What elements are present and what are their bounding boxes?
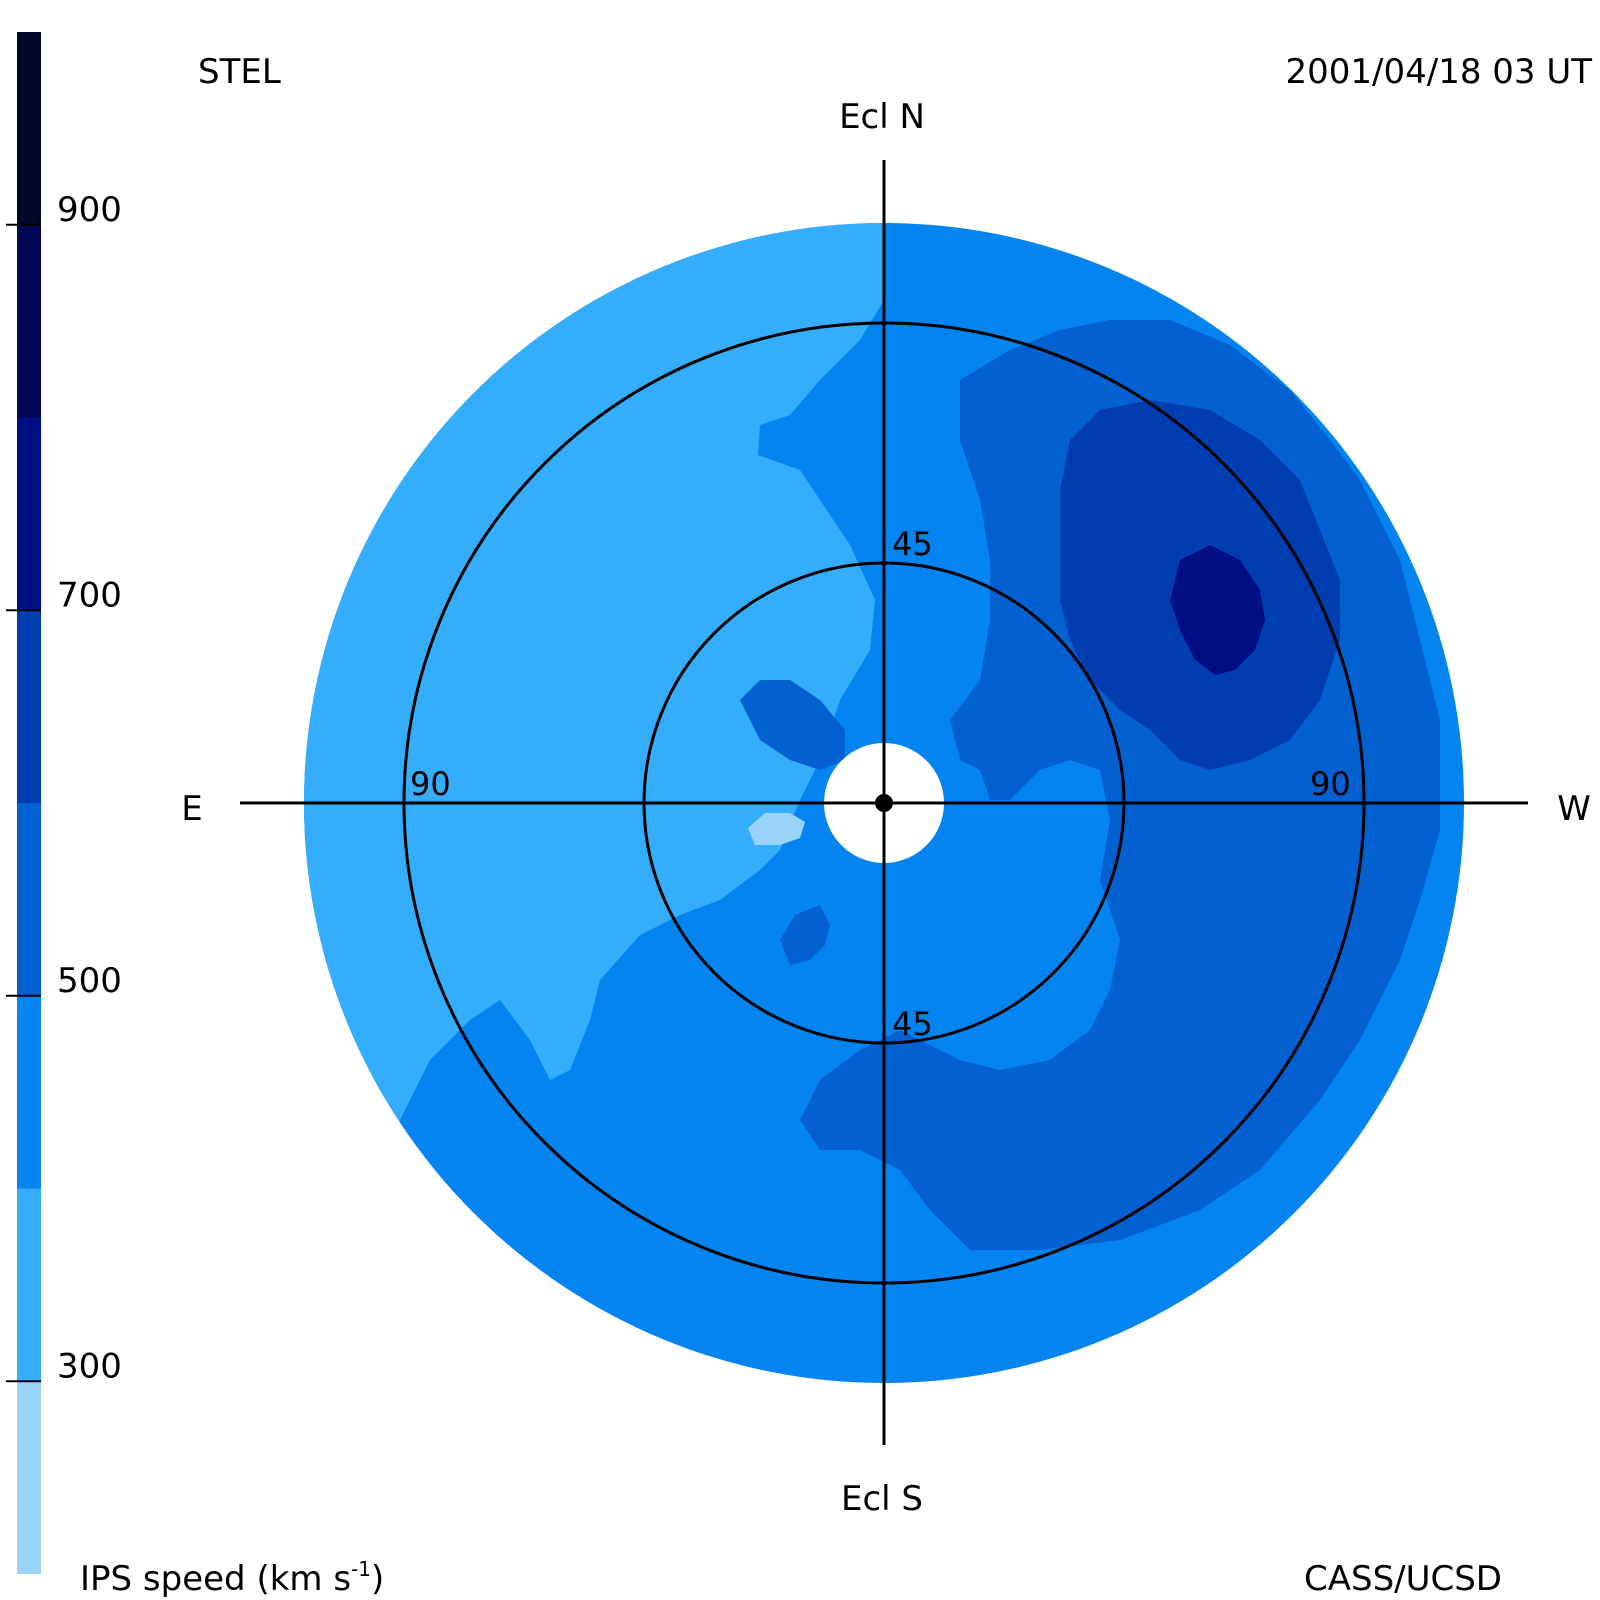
observatory-label: STEL <box>198 52 281 92</box>
datetime-label: 2001/04/18 03 UT <box>1286 52 1593 92</box>
colorbar-tick-label-700: 700 <box>57 575 122 615</box>
ecliptic-south-label: Ecl S <box>841 1479 923 1519</box>
colorbar-title-main: IPS speed (km s <box>80 1559 351 1599</box>
slow-wind-region-north-axis <box>872 223 884 320</box>
colorbar-bin-800-900 <box>17 224 41 418</box>
fastest-wind-core <box>1170 545 1265 675</box>
colorbar-bin-400-500 <box>17 995 41 1189</box>
colorbar-bin-200-300 <box>17 1381 41 1574</box>
colorbar-tick-label-900: 900 <box>57 190 122 230</box>
colorbar-bin-700-800 <box>17 417 41 611</box>
slowest-wind-blob <box>748 813 805 845</box>
ring-label-north-45: 45 <box>892 525 933 563</box>
colorbar-tick-label-300: 300 <box>57 1346 122 1386</box>
ecliptic-north-label: Ecl N <box>839 97 925 137</box>
colorbar-title-superscript: -1 <box>351 1557 371 1581</box>
east-label: E <box>181 789 202 829</box>
ring-label-east-90: 90 <box>410 765 451 803</box>
colorbar-bin-500-600 <box>17 803 41 996</box>
colorbar-tick-label-500: 500 <box>57 961 122 1001</box>
colorbar-bin-600-700 <box>17 610 41 803</box>
west-label: W <box>1557 789 1591 829</box>
medium-wind-blob-southeast <box>780 905 830 965</box>
speed-colorbar: 900 700 500 300 <box>6 32 122 1574</box>
ring-label-west-90: 90 <box>1310 765 1351 803</box>
colorbar-bin-300-400 <box>17 1188 41 1382</box>
medium-wind-blob-northeast <box>740 680 845 770</box>
credit-label: CASS/UCSD <box>1304 1559 1502 1599</box>
colorbar-title: IPS speed (km s-1) <box>80 1557 384 1599</box>
ring-label-south-45: 45 <box>892 1005 933 1043</box>
colorbar-bin-900-1000 <box>17 32 41 225</box>
colorbar-title-close: ) <box>371 1559 384 1599</box>
slow-wind-region-east <box>304 223 884 1160</box>
speed-map-disk <box>304 223 1464 1383</box>
